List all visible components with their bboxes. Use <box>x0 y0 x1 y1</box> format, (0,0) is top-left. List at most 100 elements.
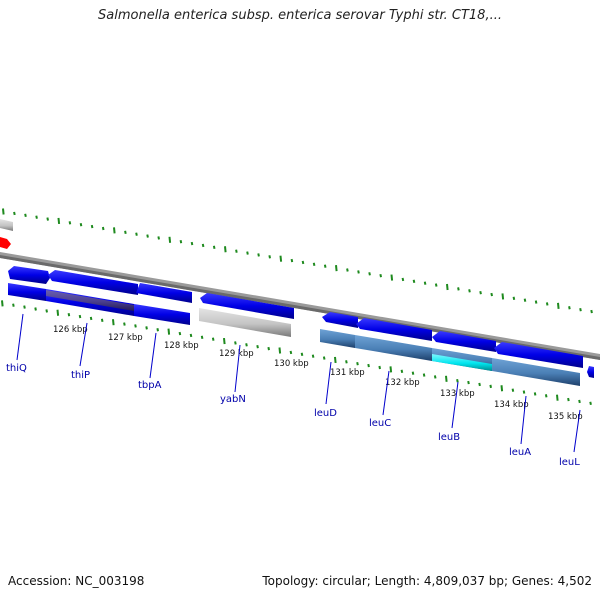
tick-mark <box>423 281 427 285</box>
gene-label-leuL[interactable]: leuL <box>559 457 580 468</box>
tick-mark <box>545 302 549 306</box>
tick-mark <box>145 326 148 330</box>
scale-label: 134 kbp <box>494 400 529 410</box>
tick-mark <box>457 287 460 291</box>
tick-mark <box>568 306 571 310</box>
tick-mark <box>322 356 326 360</box>
lower-tick-track <box>1 300 592 406</box>
tick-mark <box>522 390 526 394</box>
tick-mark <box>13 211 16 216</box>
tick-mark <box>245 343 248 347</box>
tick-mark <box>211 337 215 341</box>
tick-mark <box>178 331 182 336</box>
tick-mark <box>12 303 15 307</box>
tick-mark <box>123 322 126 326</box>
tick-mark <box>100 318 104 323</box>
tick-mark <box>234 341 237 345</box>
tick-mark <box>490 292 493 297</box>
tick-mark <box>200 335 204 340</box>
gene-label-thiQ[interactable]: thiQ <box>6 363 27 374</box>
tick-mark <box>235 249 238 253</box>
scale-label: 135 kbp <box>548 412 583 422</box>
gene-label-leuC[interactable]: leuC <box>369 418 391 429</box>
tick-mark <box>290 258 294 263</box>
tick-mark <box>90 224 94 229</box>
tick-mark <box>534 300 538 304</box>
tick-mark <box>467 380 470 385</box>
cds-arrow <box>136 283 192 303</box>
gene-leaders <box>16 313 581 453</box>
gene-label-tbpA[interactable]: tbpA <box>138 380 162 391</box>
scale-label: 132 kbp <box>385 378 420 388</box>
tick-mark <box>556 394 559 401</box>
gene-label-leuB[interactable]: leuB <box>438 432 460 443</box>
tick-mark <box>135 232 138 236</box>
tick-mark <box>312 262 316 267</box>
cds-arrow <box>48 270 138 295</box>
tick-mark <box>356 362 359 366</box>
tick-mark <box>189 333 193 338</box>
tick-mark <box>589 401 592 406</box>
tick-mark <box>57 217 61 225</box>
cds-arrow <box>494 342 583 368</box>
tick-mark <box>400 369 404 373</box>
map-title: Salmonella enterica subsp. enterica sero… <box>98 8 502 23</box>
tick-mark <box>46 217 49 221</box>
tick-mark <box>311 354 315 358</box>
tick-mark <box>190 241 194 246</box>
scale-label: 129 kbp <box>219 349 254 359</box>
tick-mark <box>223 337 226 345</box>
tick-mark <box>422 373 426 377</box>
gene-label-yabN[interactable]: yabN <box>220 394 246 405</box>
tick-mark <box>113 227 116 234</box>
tick-mark <box>456 379 459 383</box>
tick-mark <box>544 394 548 398</box>
cds-arrow <box>356 318 432 341</box>
tick-mark <box>35 215 38 219</box>
tick-mark <box>1 300 4 307</box>
scale-label: 131 kbp <box>330 368 365 378</box>
tick-mark <box>345 360 348 364</box>
tick-mark <box>301 260 305 265</box>
tick-mark <box>257 253 260 257</box>
backbone-fragment-top <box>0 219 13 231</box>
tick-mark <box>411 371 415 375</box>
tick-mark <box>224 246 227 253</box>
tick-mark <box>34 307 37 311</box>
tick-mark <box>267 346 270 351</box>
scale-label: 127 kbp <box>108 333 143 343</box>
tick-mark <box>378 365 381 370</box>
tick-mark <box>401 277 405 282</box>
tick-mark <box>511 388 515 392</box>
tick-mark <box>523 298 527 302</box>
tick-mark <box>489 384 492 389</box>
cds-arrow <box>200 293 294 319</box>
tick-mark <box>112 319 115 326</box>
tick-mark <box>23 305 26 309</box>
tick-mark <box>335 265 338 272</box>
gene-label-leuA[interactable]: leuA <box>509 447 531 458</box>
tick-mark <box>334 356 337 364</box>
tick-mark <box>156 328 159 332</box>
tick-mark <box>389 366 393 373</box>
tick-mark <box>168 236 172 243</box>
gene-labels: thiQ thiP tbpA yabN leuD leuC leuB leuA … <box>6 363 580 468</box>
tick-mark <box>357 270 360 274</box>
tick-mark <box>500 385 504 392</box>
tick-mark <box>446 283 449 291</box>
tick-mark <box>289 350 293 355</box>
tick-mark <box>67 312 71 317</box>
tick-mark <box>278 347 282 354</box>
tick-mark <box>590 309 593 314</box>
tick-mark <box>434 283 438 287</box>
upper-tick-track <box>2 208 593 314</box>
gene-label-leuD[interactable]: leuD <box>314 408 337 419</box>
gene-label-thiP[interactable]: thiP <box>71 370 90 381</box>
cds-forward-track <box>8 266 594 378</box>
tick-mark <box>56 309 60 316</box>
tick-mark <box>167 328 171 335</box>
tick-mark <box>390 274 394 281</box>
tick-mark <box>79 223 83 227</box>
tick-mark <box>368 272 371 276</box>
